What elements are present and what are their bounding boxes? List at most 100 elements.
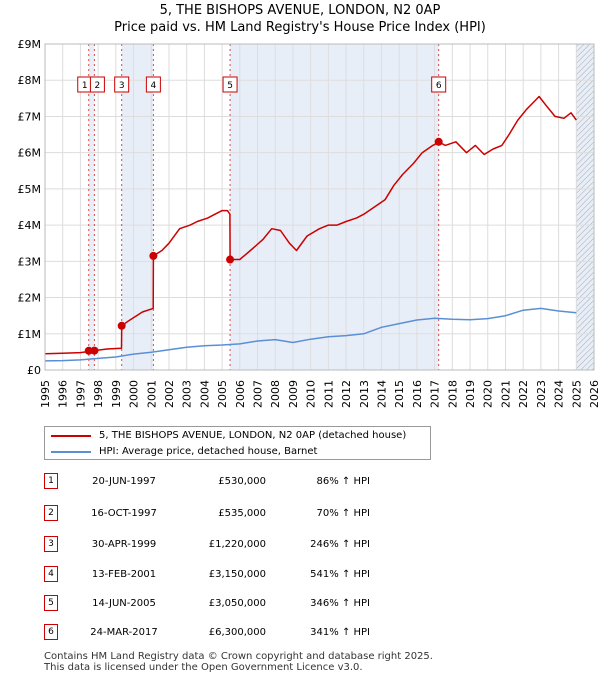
x-tick-label: 1997 [74,380,87,408]
transaction-row: 3 30-APR-1999 £1,220,000 246% ↑ HPI [0,536,600,554]
transaction-price: £535,000 [218,508,266,519]
x-tick-label: 2012 [340,380,353,408]
transaction-badge: 5 [44,595,58,611]
transaction-row: 1 20-JUN-1997 £530,000 86% ↑ HPI [0,473,600,491]
legend-label-property: 5, THE BISHOPS AVENUE, LONDON, N2 0AP (d… [99,430,407,441]
chart-legend: 5, THE BISHOPS AVENUE, LONDON, N2 0AP (d… [44,426,431,460]
x-tick-label: 1995 [39,380,52,408]
x-tick-label: 2015 [393,380,406,408]
x-tick-label: 2002 [163,380,176,408]
sale-label-text: 2 [95,81,101,91]
y-tick-label: £7M [18,110,42,123]
legend-label-hpi: HPI: Average price, detached house, Barn… [99,446,318,457]
x-tick-label: 2013 [358,380,371,408]
transaction-hpi: 86% ↑ HPI [316,476,370,487]
chart-subtitle: Price paid vs. HM Land Registry's House … [114,20,486,35]
sale-label-box [431,76,447,93]
y-tick-label: £5M [18,183,42,196]
transaction-date: 30-APR-1999 [91,539,157,550]
x-tick-label: 2020 [482,380,495,408]
sale-point [226,255,235,264]
transaction-hpi: 346% ↑ HPI [310,598,370,609]
x-tick-label: 2009 [287,380,300,408]
transaction-badge: 4 [44,566,58,582]
transaction-date: 14-JUN-2005 [92,598,156,609]
transaction-price: £3,050,000 [208,598,266,609]
chart-title: 5, THE BISHOPS AVENUE, LONDON, N2 0AP [159,3,441,18]
legend-swatch-property [51,435,91,437]
x-tick-label: 1999 [110,380,123,408]
sale-point [84,346,93,355]
x-tick-label: 2010 [305,380,318,408]
x-tick-label: 2005 [216,380,229,408]
sale-point [90,346,99,355]
x-tick-label: 2006 [234,380,247,408]
y-tick-label: £3M [18,255,42,268]
y-tick-label: £2M [18,292,42,305]
y-tick-label: £4M [18,219,42,232]
x-tick-label: 2016 [411,380,424,408]
sale-label-box [222,76,238,93]
x-tick-label: 2025 [570,380,583,408]
x-tick-label: 1998 [92,380,105,408]
forecast-hatch [576,44,594,370]
y-tick-label: £6M [18,147,42,160]
transaction-date: 13-FEB-2001 [91,569,157,580]
x-tick-label: 2014 [375,380,388,408]
transaction-row: 2 16-OCT-1997 £535,000 70% ↑ HPI [0,505,600,523]
y-tick-label: £8M [18,74,42,87]
x-tick-label: 1996 [57,380,70,408]
x-tick-label: 2008 [269,380,282,408]
transaction-price: £1,220,000 [208,539,266,550]
footer: Contains HM Land Registry data © Crown c… [44,651,433,673]
sale-label-box [145,76,161,93]
transaction-hpi: 70% ↑ HPI [316,508,370,519]
x-tick-label: 2001 [145,380,158,408]
plot-border [44,43,595,371]
x-tick-label: 2024 [553,380,566,408]
transaction-date: 16-OCT-1997 [91,508,157,519]
shaded-range [121,44,154,370]
transaction-hpi: 341% ↑ HPI [310,627,370,638]
sale-point [117,321,126,330]
hpi-line [44,307,577,362]
sale-label-text: 4 [151,81,157,91]
y-tick-label: £0 [27,364,41,377]
transaction-row: 4 13-FEB-2001 £3,150,000 541% ↑ HPI [0,566,600,584]
transaction-badge: 3 [44,536,58,552]
x-tick-label: 2011 [322,380,335,408]
sale-label-box [89,76,105,93]
transaction-price: £6,300,000 [208,627,266,638]
transaction-price: £530,000 [218,476,266,487]
transaction-price: £3,150,000 [208,569,266,580]
x-tick-label: 2003 [181,380,194,408]
transaction-row: 5 14-JUN-2005 £3,050,000 346% ↑ HPI [0,595,600,613]
x-tick-label: 2023 [535,380,548,408]
transaction-hpi: 246% ↑ HPI [310,539,370,550]
x-tick-label: 2017 [429,380,442,408]
sale-label-text: 6 [436,81,442,91]
footer-copyright: Contains HM Land Registry data © Crown c… [44,651,433,662]
x-tick-label: 2004 [198,380,211,408]
transaction-hpi: 541% ↑ HPI [310,569,370,580]
transaction-badge: 1 [44,473,58,489]
x-tick-label: 2019 [464,380,477,408]
footer-license: This data is licensed under the Open Gov… [44,662,363,673]
sale-label-text: 3 [119,81,125,91]
x-tick-label: 2021 [499,380,512,408]
shaded-range [230,44,439,370]
x-tick-label: 2022 [517,380,530,408]
x-tick-label: 2026 [588,380,600,408]
sale-point [149,251,158,260]
transaction-date: 20-JUN-1997 [92,476,156,487]
transaction-date: 24-MAR-2017 [90,627,158,638]
property-price-line [44,95,577,355]
legend-swatch-hpi [51,451,91,453]
sale-label-box [114,76,130,93]
x-tick-label: 2000 [128,380,141,408]
shaded-range [88,44,95,370]
y-tick-label: £9M [18,38,42,51]
transaction-badge: 2 [44,505,58,521]
x-tick-label: 2007 [252,380,265,408]
